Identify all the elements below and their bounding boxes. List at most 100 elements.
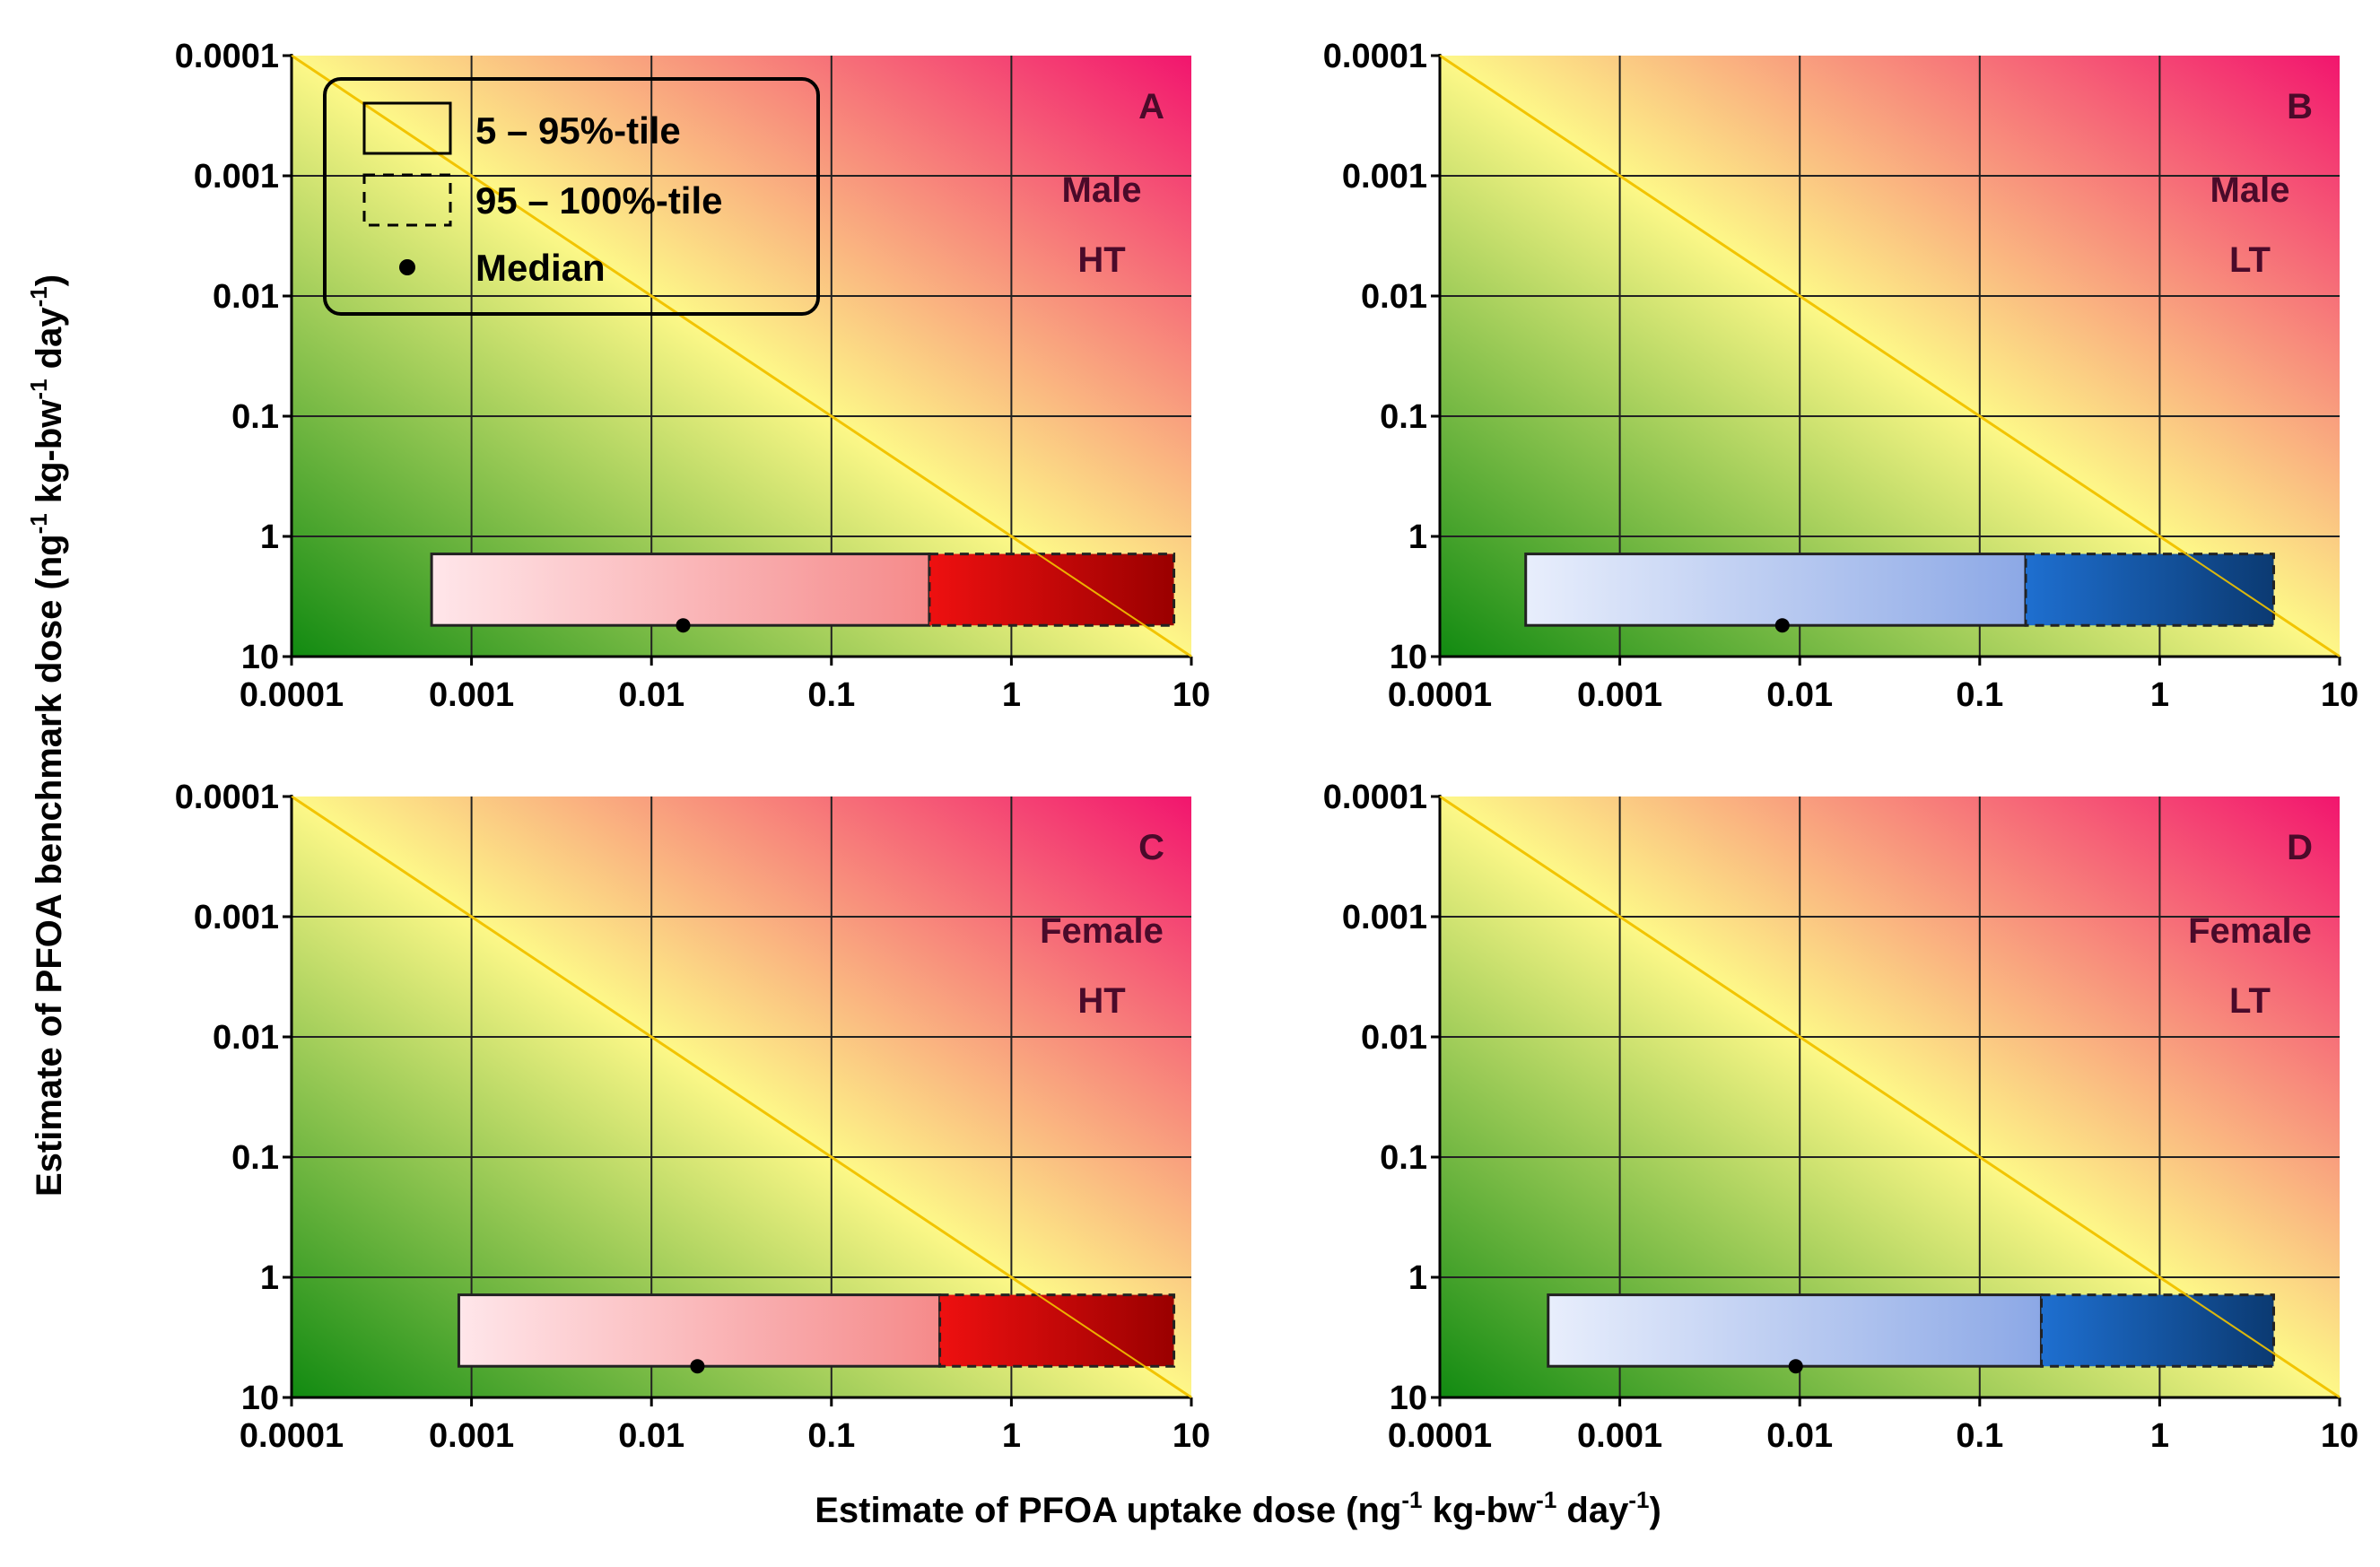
y-tick-label: 10 bbox=[1390, 639, 1427, 676]
legend-solid-box-icon bbox=[362, 101, 452, 155]
y-tick-label: 1 bbox=[1408, 1259, 1427, 1297]
panel-c: 0.0001 0.001 0.01 0.1 1 100.00010.0010.010.11… bbox=[175, 779, 1210, 1455]
panel-b: 0.0001 0.001 0.01 0.1 1 100.00010.0010.010.11… bbox=[1323, 38, 2358, 714]
y-tick-label: 0.0001 bbox=[175, 38, 279, 75]
y-tick-label: 0.1 bbox=[1380, 398, 1427, 436]
x-tick-label: 0.01 bbox=[618, 676, 684, 714]
median-dot bbox=[690, 1359, 705, 1374]
panel-letter: D bbox=[2287, 828, 2313, 867]
one-to-one-line-overlay bbox=[1439, 55, 2341, 657]
x-tick-label: 0.01 bbox=[618, 1417, 684, 1455]
x-tick-label: 0.0001 bbox=[240, 676, 344, 714]
panel-group-label: HT bbox=[1077, 981, 1125, 1021]
x-tick-label: 0.1 bbox=[807, 676, 855, 714]
x-tick-label: 1 bbox=[1002, 1417, 1021, 1455]
panel-sex-label: Female bbox=[1040, 911, 1164, 951]
y-axis-title-part: kg-bw bbox=[30, 399, 69, 514]
range-95-100-box bbox=[938, 1293, 1176, 1368]
x-tick-label: 10 bbox=[1173, 1417, 1210, 1455]
y-tick-label: 0.0001 bbox=[175, 779, 279, 816]
y-axis-title-sup: -1 bbox=[25, 286, 52, 307]
legend-dashed-box-icon bbox=[362, 173, 452, 227]
panel-sex-label: Female bbox=[2188, 911, 2312, 951]
y-tick-label: 10 bbox=[241, 639, 279, 676]
one-to-one-line-overlay bbox=[1439, 796, 2341, 1398]
x-axis-title-part: day bbox=[1556, 1491, 1629, 1530]
x-tick-label: 10 bbox=[2321, 676, 2358, 714]
panel-sex-label: Male bbox=[2210, 170, 2290, 210]
y-tick-label: 0.1 bbox=[1380, 1139, 1427, 1177]
y-axis-title-sup: -1 bbox=[25, 513, 52, 534]
y-tick-label: 0.1 bbox=[231, 1139, 279, 1177]
legend-median-dot-icon bbox=[399, 259, 415, 275]
median-dot bbox=[676, 618, 691, 633]
y-tick-label: 0.001 bbox=[194, 899, 279, 936]
panel-sex-label: Male bbox=[1062, 170, 1142, 210]
range-95-100-box bbox=[2039, 1293, 2275, 1368]
x-tick-label: 1 bbox=[2150, 676, 2169, 714]
range-95-100-box bbox=[2024, 553, 2275, 627]
range-95-100-box bbox=[928, 553, 1176, 627]
x-tick-label: 10 bbox=[2321, 1417, 2358, 1455]
x-tick-label: 0.001 bbox=[1577, 676, 1662, 714]
panel-letter: B bbox=[2287, 87, 2313, 126]
y-axis-title-sup: -1 bbox=[25, 379, 52, 399]
x-tick-label: 0.01 bbox=[1766, 676, 1833, 714]
y-axis-title-part: ) bbox=[30, 274, 69, 286]
x-axis-title: Estimate of PFOA uptake dose (ng-1 kg-bw… bbox=[815, 1486, 1661, 1530]
x-tick-label: 0.0001 bbox=[1388, 676, 1492, 714]
y-axis-title-part: Estimate of PFOA benchmark dose (ng bbox=[30, 534, 69, 1197]
one-to-one-line-overlay bbox=[291, 55, 1192, 657]
x-tick-label: 0.1 bbox=[807, 1417, 855, 1455]
x-axis-title-sup: -1 bbox=[1628, 1486, 1649, 1513]
x-tick-label: 0.0001 bbox=[1388, 1417, 1492, 1455]
x-axis-title-part: kg-bw bbox=[1423, 1491, 1538, 1530]
x-tick-label: 10 bbox=[1173, 676, 1210, 714]
y-tick-label: 0.001 bbox=[194, 158, 279, 196]
panel-letter: A bbox=[1138, 87, 1164, 126]
legend: 5 – 95%-tile 95 – 100%-tile Median bbox=[323, 77, 820, 316]
panel-group-label: HT bbox=[1077, 240, 1125, 280]
legend-dashed-label: 95 – 100%-tile bbox=[475, 179, 723, 222]
y-tick-label: 0.01 bbox=[1361, 278, 1427, 316]
panel-d: 0.0001 0.001 0.01 0.1 1 100.00010.0010.010.11… bbox=[1323, 779, 2358, 1455]
y-tick-label: 1 bbox=[1408, 518, 1427, 556]
one-to-one-line-overlay bbox=[291, 796, 1192, 1398]
x-tick-label: 0.001 bbox=[1577, 1417, 1662, 1455]
x-tick-label: 0.1 bbox=[1956, 1417, 2003, 1455]
panel-a: 0.0001 0.001 0.01 0.1 1 100.00010.0010.010.11… bbox=[175, 38, 1210, 714]
y-tick-label: 0.001 bbox=[1342, 158, 1427, 196]
range-5-95-box bbox=[1524, 553, 2027, 627]
y-axis-title-part: day bbox=[30, 307, 69, 379]
median-dot bbox=[1774, 618, 1790, 633]
x-tick-label: 0.001 bbox=[429, 676, 514, 714]
legend-median-label: Median bbox=[475, 247, 606, 289]
range-5-95-box bbox=[1547, 1293, 2043, 1368]
panel-letter: C bbox=[1138, 828, 1164, 867]
y-tick-label: 10 bbox=[241, 1380, 279, 1417]
x-tick-label: 1 bbox=[1002, 676, 1021, 714]
range-5-95-box bbox=[430, 553, 931, 627]
legend-solid-label: 5 – 95%-tile bbox=[475, 109, 681, 152]
panels-layer: 0.0001 0.001 0.01 0.1 1 100.00010.0010.010.11… bbox=[175, 38, 2358, 1455]
y-tick-label: 0.1 bbox=[231, 398, 279, 436]
range-5-95-box bbox=[457, 1293, 942, 1368]
y-tick-label: 0.0001 bbox=[1323, 779, 1427, 816]
x-tick-label: 1 bbox=[2150, 1417, 2169, 1455]
x-tick-label: 0.1 bbox=[1956, 676, 2003, 714]
panel-group-label: LT bbox=[2229, 981, 2271, 1021]
x-axis-title-part: ) bbox=[1649, 1491, 1661, 1530]
y-axis-title: Estimate of PFOA benchmark dose (ng-1 kg… bbox=[25, 274, 69, 1197]
x-axis-title-sup: -1 bbox=[1401, 1486, 1422, 1513]
y-tick-label: 0.0001 bbox=[1323, 38, 1427, 75]
median-dot bbox=[1788, 1359, 1803, 1374]
panel-group-label: LT bbox=[2229, 240, 2271, 280]
x-tick-label: 0.001 bbox=[429, 1417, 514, 1455]
x-axis-title-sup: -1 bbox=[1536, 1486, 1556, 1513]
x-axis-title-part: Estimate of PFOA uptake dose (ng bbox=[815, 1491, 1401, 1530]
legend-frame bbox=[323, 77, 820, 316]
y-tick-label: 10 bbox=[1390, 1380, 1427, 1417]
y-tick-label: 0.01 bbox=[1361, 1019, 1427, 1057]
y-tick-label: 0.01 bbox=[213, 1019, 279, 1057]
